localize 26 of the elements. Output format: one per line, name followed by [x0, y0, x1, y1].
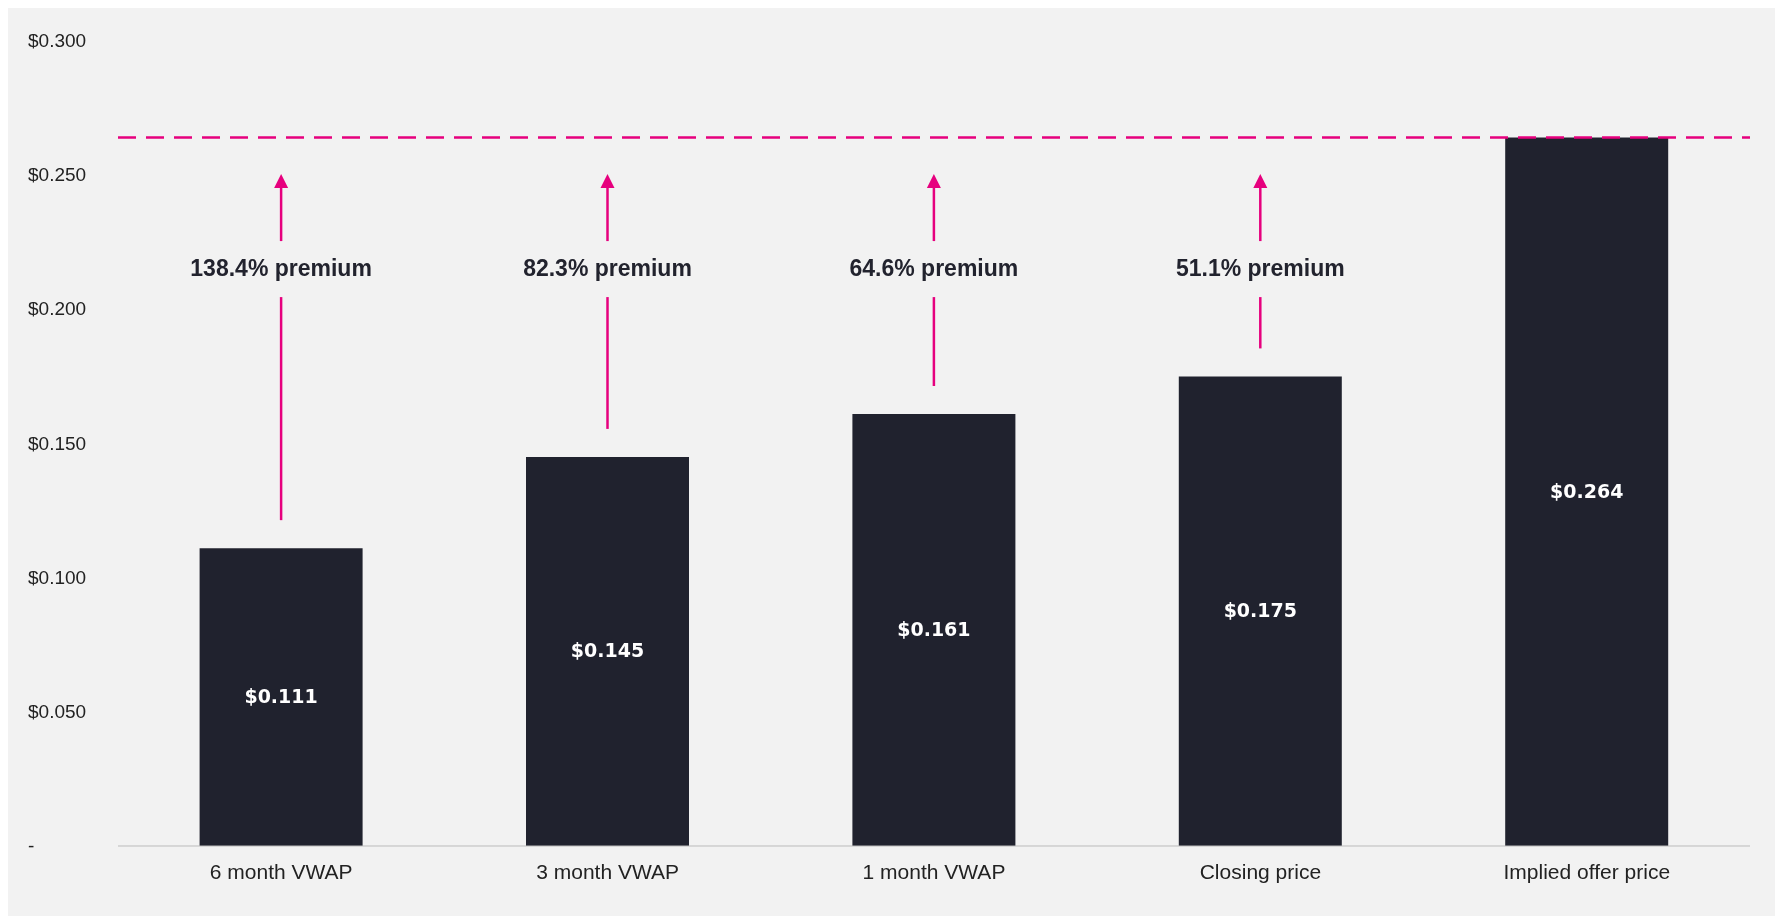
- annotation: 64.6% premium: [849, 255, 1019, 282]
- bar: [199, 548, 363, 846]
- y-tick-label: $0.150: [28, 432, 87, 454]
- x-tick-label: 3 month VWAP: [536, 859, 679, 883]
- annotation: 51.1% premium: [1175, 255, 1345, 282]
- data-label: $0.145: [570, 639, 645, 662]
- bar: [852, 413, 1016, 846]
- bar: [526, 456, 689, 846]
- x-tick-label: Implied offer price: [1503, 859, 1671, 883]
- annotation: 82.3% premium: [523, 255, 692, 282]
- data-label: $0.264: [1550, 479, 1624, 502]
- data-label: $0.161: [897, 617, 971, 640]
- y-tick-label: $0.300: [28, 30, 87, 51]
- y-tick-label: $0.200: [28, 298, 87, 320]
- x-tick-label: Closing price: [1199, 859, 1322, 883]
- y-tick-label: $0.100: [28, 566, 87, 588]
- x-tick-label: 6 month VWAP: [209, 859, 353, 883]
- bar: [1505, 137, 1669, 846]
- annotation: 138.4% premium: [190, 255, 372, 282]
- data-label: $0.175: [1223, 599, 1297, 622]
- y-tick-label: $0.050: [28, 700, 87, 722]
- y-tick-label: $0.250: [28, 164, 87, 186]
- data-label: $0.111: [244, 685, 318, 708]
- x-tick-label: 1 month VWAP: [862, 859, 1006, 883]
- y-tick-label: -: [28, 835, 35, 856]
- bar: [1178, 376, 1342, 846]
